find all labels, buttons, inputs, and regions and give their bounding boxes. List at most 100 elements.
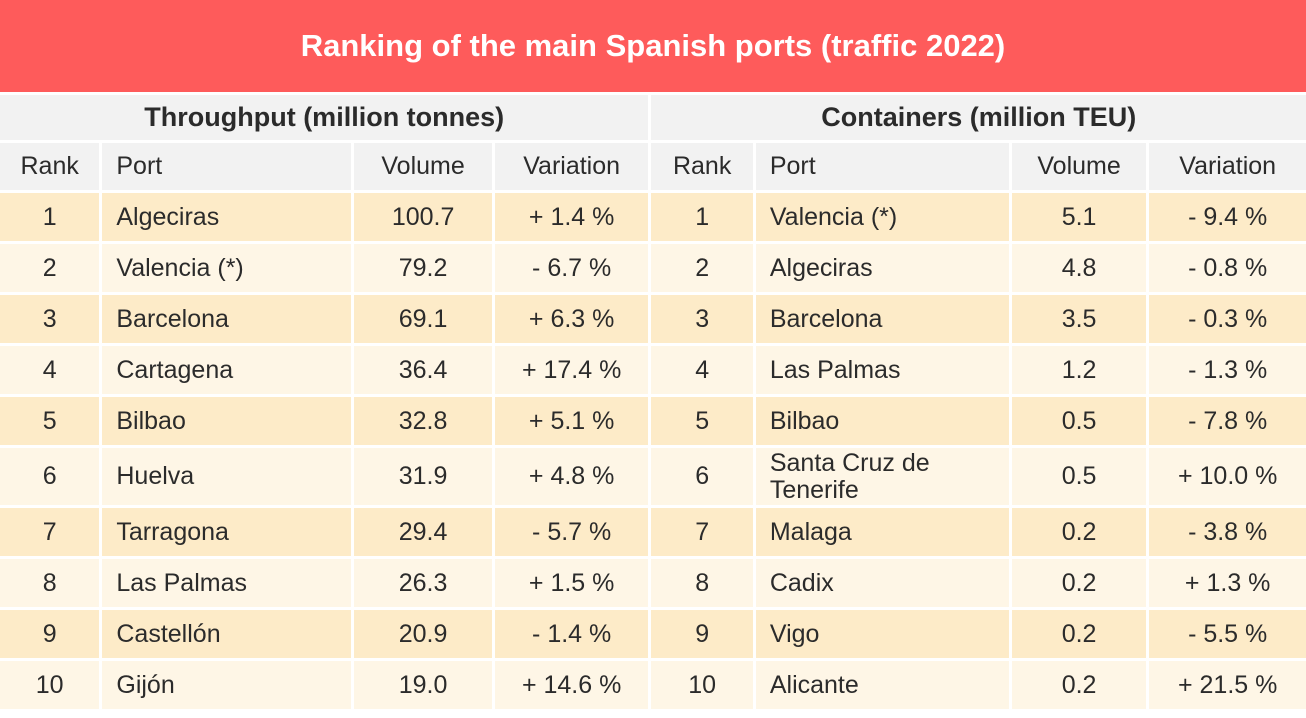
- throughput-volume-cell: 31.9: [354, 448, 492, 505]
- containers-variation-cell: + 21.5 %: [1149, 661, 1306, 709]
- containers-column-header-rank: Rank: [651, 143, 753, 190]
- throughput-rank-cell: 5: [0, 397, 100, 445]
- throughput-variation-cell: + 4.8 %: [494, 448, 649, 505]
- throughput-rank-cell: 6: [0, 448, 100, 505]
- table-row: 8 Las Palmas 26.3 + 1.5 % 8 Cadix 0.2 + 1.3 %: [0, 559, 1306, 607]
- throughput-volume-cell: 26.3: [354, 559, 492, 607]
- containers-volume-cell: 0.2: [1011, 508, 1147, 556]
- throughput-volume-cell: 20.9: [354, 610, 492, 658]
- throughput-rank-cell: 3: [0, 295, 100, 343]
- table-row: 4 Cartagena 36.4 + 17.4 % 4 Las Palmas 1.2- 1.…: [0, 346, 1306, 394]
- containers-rank-cell: 1: [651, 193, 753, 241]
- containers-column-header-volume: Volume: [1011, 143, 1147, 190]
- containers-port-cell: Cadix: [755, 559, 1009, 607]
- table-row: 6 Huelva 31.9 + 4.8 % 6 Santa Cruz de Tenerif…: [0, 448, 1306, 505]
- throughput-port-cell: Cartagena: [102, 346, 352, 394]
- table-row: 3 Barcelona 69.1 + 6.3 % 3 Barcelona 3.5- 0.3 …: [0, 295, 1306, 343]
- containers-port-cell: Valencia (*): [755, 193, 1009, 241]
- containers-volume-cell: 0.5: [1011, 397, 1147, 445]
- containers-variation-cell: - 9.4 %: [1149, 193, 1306, 241]
- throughput-variation-cell: + 17.4 %: [494, 346, 649, 394]
- containers-variation-cell: + 1.3 %: [1149, 559, 1306, 607]
- containers-column-header-port: Port: [755, 143, 1009, 190]
- throughput-volume-cell: 100.7: [354, 193, 492, 241]
- throughput-volume-cell: 69.1: [354, 295, 492, 343]
- containers-port-cell: Las Palmas: [755, 346, 1009, 394]
- containers-rank-cell: 2: [651, 244, 753, 292]
- table-row: 10 Gijón 19.0 + 14.6 % 10 Alicante 0.2 + 21.5 %: [0, 661, 1306, 709]
- throughput-column-header-volume: Volume: [354, 143, 492, 190]
- throughput-port-cell: Algeciras: [102, 193, 352, 241]
- throughput-variation-cell: + 14.6 %: [494, 661, 649, 709]
- throughput-variation-cell: + 6.3 %: [494, 295, 649, 343]
- containers-port-cell: Algeciras: [755, 244, 1009, 292]
- throughput-volume-cell: 29.4: [354, 508, 492, 556]
- throughput-rank-cell: 9: [0, 610, 100, 658]
- throughput-volume-cell: 36.4: [354, 346, 492, 394]
- containers-column-header-variation: Variation: [1149, 143, 1306, 190]
- throughput-port-cell: Las Palmas: [102, 559, 352, 607]
- throughput-column-header-rank: Rank: [0, 143, 100, 190]
- containers-variation-cell: - 7.8 %: [1149, 397, 1306, 445]
- containers-rank-cell: 9: [651, 610, 753, 658]
- containers-volume-cell: 0.2: [1011, 559, 1147, 607]
- throughput-port-cell: Tarragona: [102, 508, 352, 556]
- table-row: 5 Bilbao 32.8 + 5.1 % 5 Bilbao 0.5- 7.8 %: [0, 397, 1306, 445]
- containers-rank-cell: 3: [651, 295, 753, 343]
- throughput-rank-cell: 7: [0, 508, 100, 556]
- table-row: 1 Algeciras 100.7 + 1.4 % 1 Valencia (*) 5.1- …: [0, 193, 1306, 241]
- table-row: 9 Castellón 20.9- 1.4 % 9 Vigo 0.2- 5.5 %: [0, 610, 1306, 658]
- containers-rank-cell: 10: [651, 661, 753, 709]
- containers-rank-cell: 8: [651, 559, 753, 607]
- containers-port-cell: Malaga: [755, 508, 1009, 556]
- throughput-rank-cell: 8: [0, 559, 100, 607]
- page-title: Ranking of the main Spanish ports (traff…: [0, 0, 1306, 92]
- containers-port-cell: Barcelona: [755, 295, 1009, 343]
- throughput-variation-cell: - 6.7 %: [494, 244, 649, 292]
- containers-port-cell: Bilbao: [755, 397, 1009, 445]
- containers-volume-cell: 1.2: [1011, 346, 1147, 394]
- containers-rank-cell: 5: [651, 397, 753, 445]
- throughput-variation-cell: + 5.1 %: [494, 397, 649, 445]
- ports-ranking-table: Throughput (million tonnes) Containers (…: [0, 92, 1306, 712]
- throughput-port-cell: Bilbao: [102, 397, 352, 445]
- throughput-volume-cell: 19.0: [354, 661, 492, 709]
- containers-variation-cell: + 10.0 %: [1149, 448, 1306, 505]
- throughput-rank-cell: 1: [0, 193, 100, 241]
- containers-variation-cell: - 3.8 %: [1149, 508, 1306, 556]
- containers-port-cell: Santa Cruz de Tenerife: [755, 448, 1009, 505]
- throughput-volume-cell: 79.2: [354, 244, 492, 292]
- throughput-port-cell: Barcelona: [102, 295, 352, 343]
- throughput-rank-cell: 4: [0, 346, 100, 394]
- throughput-port-cell: Gijón: [102, 661, 352, 709]
- throughput-port-cell: Huelva: [102, 448, 352, 505]
- throughput-port-cell: Castellón: [102, 610, 352, 658]
- table-row: 7 Tarragona 29.4- 5.7 % 7 Malaga 0.2- 3.8 %: [0, 508, 1306, 556]
- throughput-column-header-port: Port: [102, 143, 352, 190]
- containers-rank-cell: 7: [651, 508, 753, 556]
- throughput-port-cell: Valencia (*): [102, 244, 352, 292]
- containers-volume-cell: 0.5: [1011, 448, 1147, 505]
- throughput-variation-cell: + 1.4 %: [494, 193, 649, 241]
- throughput-variation-cell: - 5.7 %: [494, 508, 649, 556]
- throughput-rank-cell: 2: [0, 244, 100, 292]
- containers-rank-cell: 6: [651, 448, 753, 505]
- containers-port-cell: Vigo: [755, 610, 1009, 658]
- containers-volume-cell: 0.2: [1011, 610, 1147, 658]
- containers-variation-cell: - 0.3 %: [1149, 295, 1306, 343]
- containers-heading: Containers (million TEU): [651, 95, 1306, 140]
- containers-volume-cell: 4.8: [1011, 244, 1147, 292]
- throughput-heading: Throughput (million tonnes): [0, 95, 649, 140]
- throughput-volume-cell: 32.8: [354, 397, 492, 445]
- containers-volume-cell: 0.2: [1011, 661, 1147, 709]
- containers-variation-cell: - 1.3 %: [1149, 346, 1306, 394]
- throughput-variation-cell: - 1.4 %: [494, 610, 649, 658]
- containers-volume-cell: 3.5: [1011, 295, 1147, 343]
- throughput-variation-cell: + 1.5 %: [494, 559, 649, 607]
- containers-variation-cell: - 0.8 %: [1149, 244, 1306, 292]
- containers-port-cell: Alicante: [755, 661, 1009, 709]
- containers-rank-cell: 4: [651, 346, 753, 394]
- throughput-column-header-variation: Variation: [494, 143, 649, 190]
- containers-variation-cell: - 5.5 %: [1149, 610, 1306, 658]
- containers-volume-cell: 5.1: [1011, 193, 1147, 241]
